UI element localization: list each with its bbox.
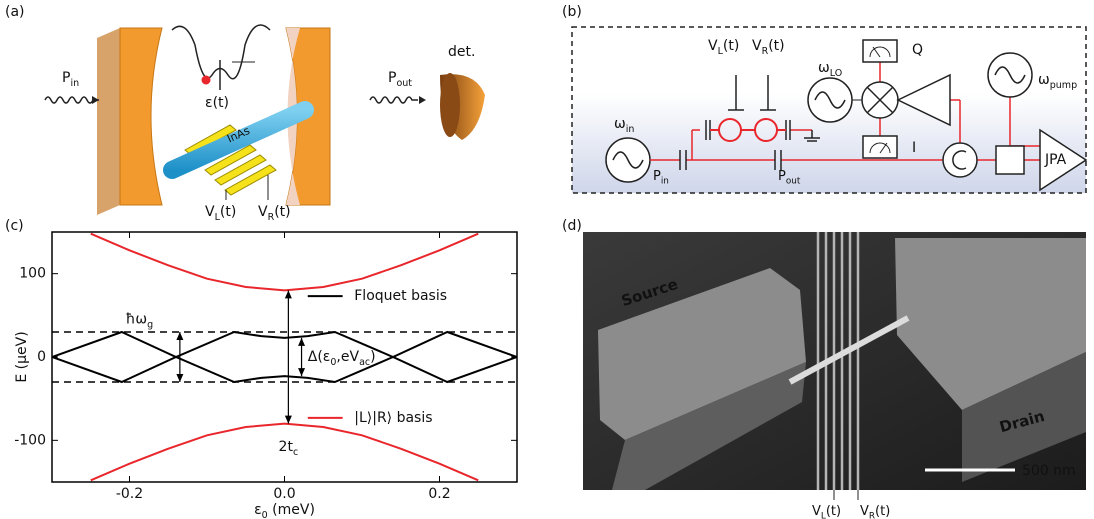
y-tick-label: -100	[14, 432, 46, 448]
text-part: V	[258, 204, 268, 220]
text-part: Δ(ε	[308, 349, 331, 365]
text-part: ω	[818, 60, 830, 76]
drive-label: ħωg	[126, 312, 154, 330]
tunnel-arrow-head	[285, 416, 292, 424]
series-line	[91, 234, 479, 291]
circulator	[943, 143, 977, 177]
text-part: P	[778, 169, 786, 184]
subscript: out	[786, 176, 801, 186]
subscript: ac	[359, 356, 370, 367]
jpa-label: JPA	[1044, 152, 1067, 168]
legend-label: Floquet basis	[354, 288, 447, 304]
gate-left-label: VL(t)	[812, 504, 841, 519]
gate-right-label: VR(t)	[752, 38, 785, 56]
panel-label: (b)	[562, 4, 582, 20]
coupler	[996, 146, 1024, 174]
text-part: ω	[1038, 72, 1050, 88]
gap-arrow-head	[298, 338, 305, 346]
text-part: V	[812, 504, 821, 519]
text-part: P	[653, 169, 661, 184]
panel-d-art	[583, 232, 1086, 500]
x-tick-label: 0.0	[273, 486, 295, 502]
text-part: V	[205, 204, 215, 220]
panel-b-art	[572, 27, 1086, 193]
gate-left-label: VL(t)	[205, 204, 236, 222]
gap-arrow-head	[298, 368, 305, 376]
text-part: P	[62, 70, 70, 86]
detector-label: det.	[448, 44, 475, 60]
double-well	[172, 25, 270, 79]
wave-out	[370, 97, 418, 103]
text-part: V	[860, 504, 869, 519]
y-tick-label: 0	[37, 349, 46, 365]
x-tick-label: -0.2	[116, 486, 143, 502]
meter-i	[863, 136, 897, 158]
epsilon-label: ε(t)	[205, 95, 229, 111]
electron	[202, 76, 211, 85]
x-axis-title: ε0 (meV)	[254, 502, 315, 519]
power-out-label: Pout	[388, 70, 412, 88]
text-part: (t)	[768, 38, 784, 54]
panel-label: (c)	[5, 218, 24, 234]
text-part: 2t	[279, 439, 294, 455]
x-tick-label: 0.2	[428, 486, 450, 502]
gate-right-label: VR(t)	[258, 204, 291, 222]
detector-rim	[440, 73, 460, 137]
panel-label: (d)	[562, 218, 582, 234]
power-in-label: Pin	[62, 70, 79, 88]
tunnel-arrow-head	[285, 290, 292, 298]
y-axis-title: E (µeV)	[14, 331, 30, 382]
y-tick-label: 100	[19, 266, 46, 282]
drive-arrow-head	[176, 332, 183, 340]
panel-label: (a)	[5, 4, 25, 20]
text-part: ħω	[126, 312, 147, 328]
subscript: out	[396, 77, 412, 88]
text-part: )	[370, 349, 375, 365]
text-part: ω	[614, 116, 626, 132]
arrow-head	[419, 96, 426, 104]
gate-left-label: VL(t)	[708, 38, 739, 56]
subscript: c	[293, 446, 298, 457]
text-part: (t)	[826, 504, 841, 519]
subscript: in	[661, 176, 669, 186]
series-line	[52, 357, 517, 382]
text-part: V	[752, 38, 762, 54]
subscript: in	[70, 77, 79, 88]
meter-q	[863, 40, 897, 62]
text-part: (t)	[875, 504, 890, 519]
gate-right-label: VR(t)	[860, 504, 890, 519]
subscript: in	[626, 123, 635, 134]
text-part: (t)	[274, 204, 290, 220]
subscript: g	[147, 319, 153, 330]
text-part: P	[388, 70, 396, 86]
text-part: V	[708, 38, 718, 54]
text-part: (t)	[723, 38, 739, 54]
panel-a-art	[45, 25, 485, 215]
wave-in	[45, 97, 99, 103]
quadrature-q-label: Q	[912, 42, 923, 58]
text-part: ,eV	[336, 349, 359, 365]
text-part: |L⟩|R⟩ basis	[354, 410, 432, 426]
figure: (a)(b)(c)(d)PinPoutdet.ε(t)InAsVL(t)VR(t…	[0, 0, 1094, 519]
mirror-side	[97, 28, 120, 215]
subscript: pump	[1050, 79, 1077, 90]
text-part: (meV)	[268, 502, 315, 518]
series-line	[52, 332, 517, 357]
drive-arrow-head	[176, 374, 183, 382]
text-part: ε	[254, 502, 262, 518]
scale-label: 500 nm	[1022, 463, 1076, 479]
gap-label: Δ(ε0,eVac)	[308, 349, 376, 367]
quadrature-i-label: I	[912, 140, 916, 156]
mirror-left	[120, 28, 162, 205]
tunnel-label: 2tc	[279, 439, 299, 457]
text-part: (t)	[220, 204, 236, 220]
subscript: LO	[830, 67, 842, 78]
legend-label: |L⟩|R⟩ basis	[354, 410, 432, 426]
